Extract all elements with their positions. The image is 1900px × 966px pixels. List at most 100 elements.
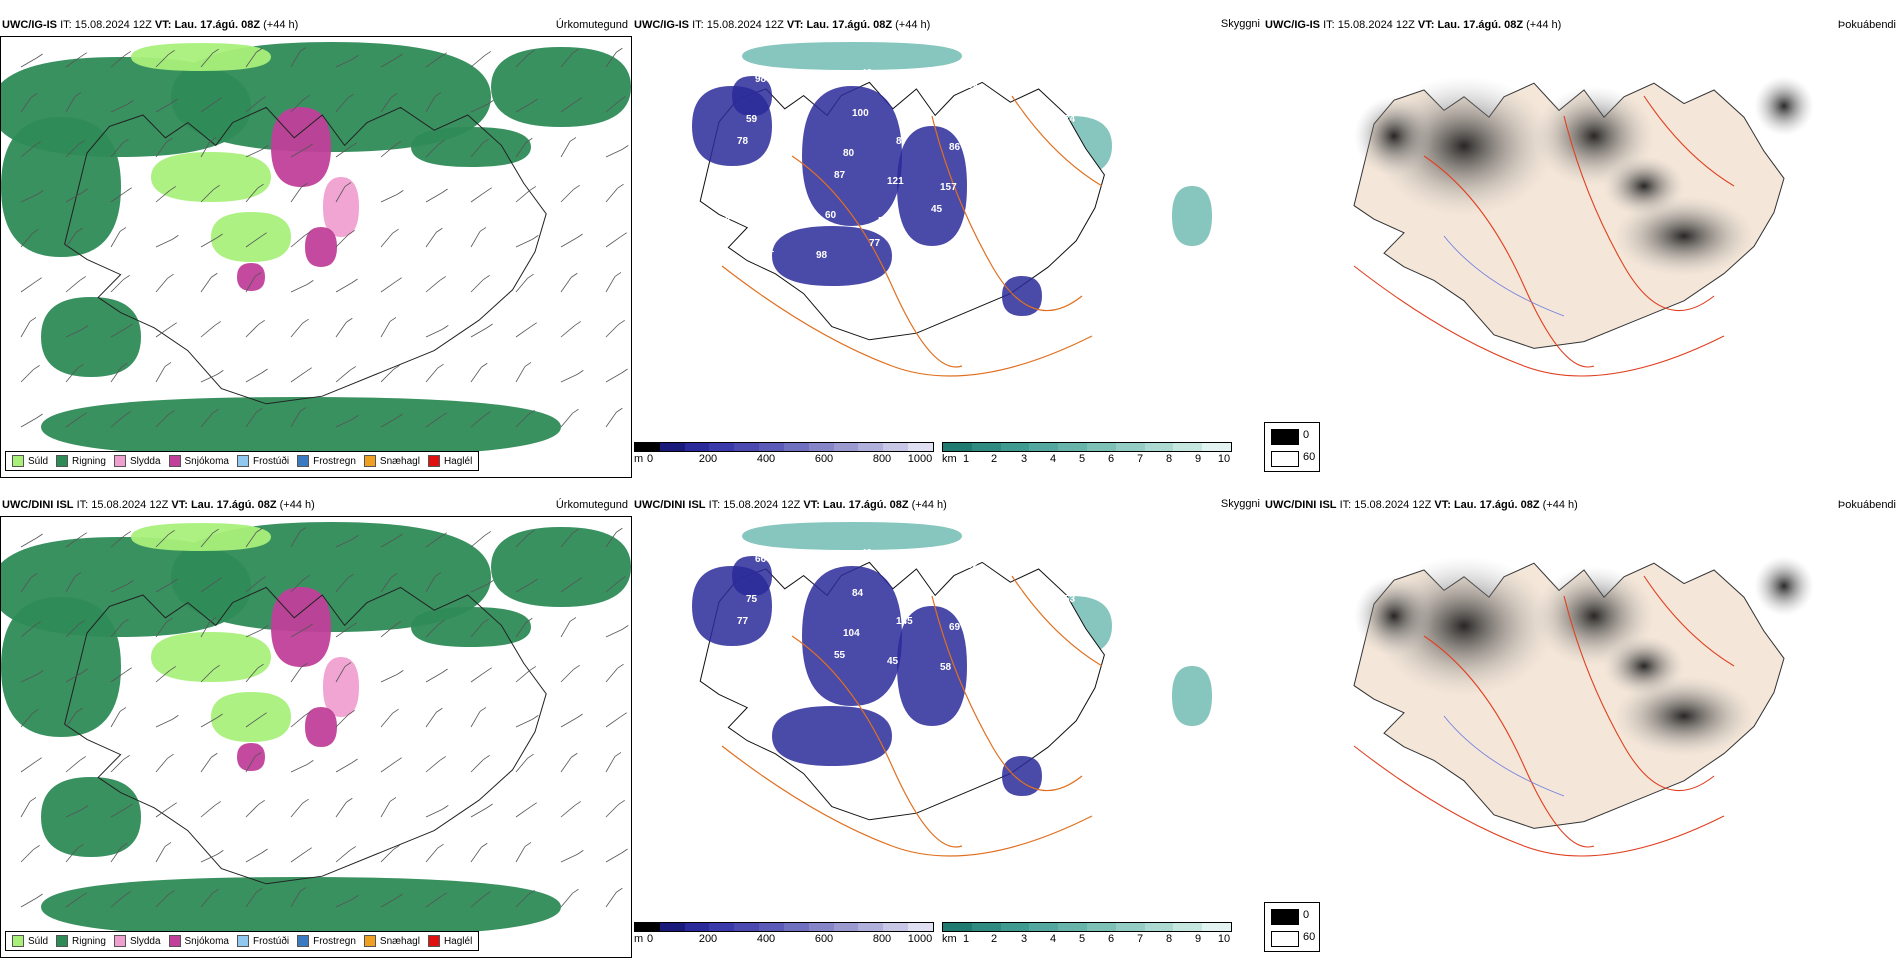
precip-area — [1, 117, 121, 257]
wind-barb — [256, 47, 263, 53]
precip-area — [171, 522, 491, 632]
lead-time: (+44 h) — [895, 19, 931, 31]
wind-barb — [20, 97, 32, 113]
wind-barb — [216, 713, 223, 719]
wind-barb — [200, 52, 213, 68]
valid-label: VT: — [1434, 499, 1451, 511]
cloud-base-label: 87 — [896, 136, 908, 147]
wind-barb — [20, 577, 32, 593]
wind-barb — [155, 846, 166, 863]
low-vis-area — [742, 42, 962, 70]
cloud-base-label: 61 — [958, 102, 970, 113]
wind-barb — [605, 323, 620, 338]
wind-barb — [20, 801, 31, 818]
wind-barb — [260, 232, 267, 238]
cloud-vis-map: 187 98 61 46 67 64 72 55 59 69 100 53 61 82 74 78 75 80 87… — [632, 36, 1264, 478]
cloud-base-label: 287 — [728, 656, 745, 667]
wind-barb — [78, 139, 85, 145]
fog-legend-label: 60 — [1303, 451, 1316, 463]
valid-time: Lau. 17.ágú. 08Z — [174, 19, 261, 31]
init-label: IT: — [60, 19, 72, 31]
init-time: 15.08.2024 12Z — [91, 499, 169, 511]
cloud-base-label: 53 — [905, 114, 917, 125]
wind-barb — [622, 145, 629, 150]
wind-barb — [350, 142, 357, 148]
wind-barb — [528, 889, 535, 895]
visibility-colorbar: km 1 2 3 4 5 6 7 8 9 10 — [942, 922, 1242, 952]
wind-barb — [65, 96, 76, 113]
wind-barb — [211, 272, 218, 278]
tick-label: 0 — [646, 453, 654, 465]
cloud-base-label: 58 — [940, 662, 952, 673]
wind-barb — [576, 713, 583, 719]
wind-barb — [441, 668, 448, 674]
tick-label: 800 — [872, 453, 892, 465]
wind-barb — [20, 57, 37, 68]
cloud-base-label: 96 — [1002, 148, 1014, 159]
cloud-base-label: 14 — [781, 662, 793, 673]
precip-area — [305, 227, 337, 267]
wind-barb — [486, 803, 493, 809]
wind-barb — [560, 854, 578, 863]
wind-barb — [605, 803, 620, 818]
river — [1443, 715, 1565, 797]
wind-barb — [617, 663, 624, 669]
valid-label: VT: — [786, 19, 804, 31]
wind-barb — [425, 367, 438, 383]
legend-label: Súld — [28, 935, 49, 947]
wind-barb — [532, 715, 539, 720]
wind-barb — [605, 372, 622, 383]
legend-label: Haglél — [443, 455, 473, 467]
lead-time: (+44 h) — [911, 499, 947, 511]
wind-barb — [155, 670, 171, 683]
wind-barb — [530, 802, 537, 808]
cloud-base-label: 67 — [914, 74, 926, 85]
tick-label: 5 — [1078, 453, 1086, 465]
wind-barb — [470, 278, 485, 293]
wind-barb — [245, 892, 257, 908]
legend-label: Slydda — [129, 935, 161, 947]
tick-label: 0 — [646, 933, 654, 945]
wind-barb — [515, 846, 526, 863]
wind-barb — [304, 231, 312, 236]
wind-barb — [571, 752, 578, 758]
wind-barb — [262, 625, 269, 630]
wind-barb — [36, 533, 43, 539]
cloud-base-label: 92 — [967, 560, 979, 571]
wind-barb — [470, 535, 486, 548]
road — [1643, 95, 1735, 187]
wind-barb — [438, 139, 445, 145]
wind-barb — [487, 100, 494, 105]
wind-barb — [350, 622, 357, 628]
precip-type-map: Súld Rigning Slydda Snjókoma Frostúði Fr… — [0, 516, 632, 958]
wind-barb — [560, 52, 573, 68]
wind-barb — [335, 899, 353, 908]
wind-barb — [470, 807, 487, 818]
wind-barb — [155, 239, 173, 248]
wind-barb — [299, 887, 307, 892]
wind-barb — [352, 415, 359, 420]
wind-barb — [110, 584, 128, 593]
panel-title: Úrkomutegund — [555, 499, 628, 511]
wind-barb — [425, 847, 438, 863]
wind-barb — [425, 536, 441, 548]
wind-barb — [211, 752, 218, 758]
wind-barb — [290, 802, 303, 818]
wind-barb — [32, 708, 39, 714]
precip-area — [271, 587, 331, 667]
wind-barb — [215, 97, 222, 103]
wind-barb — [616, 527, 623, 533]
cloud-base-label: 366 — [710, 238, 727, 249]
wind-barb — [290, 284, 308, 293]
precip-area — [211, 692, 291, 742]
precip-area — [41, 877, 561, 937]
wind-barb — [515, 277, 528, 293]
cloud-height-ticks: 0 200 400 600 800 1000 — [634, 933, 934, 949]
river — [1443, 235, 1565, 317]
road — [931, 595, 1083, 792]
panel-header: UWC/IG-IS IT: 15.08.2024 12Z VT: Lau. 17… — [2, 16, 298, 34]
wind-barb — [80, 412, 87, 418]
wind-barb — [392, 708, 399, 714]
wind-barb — [515, 239, 533, 248]
wind-barb — [605, 276, 616, 293]
